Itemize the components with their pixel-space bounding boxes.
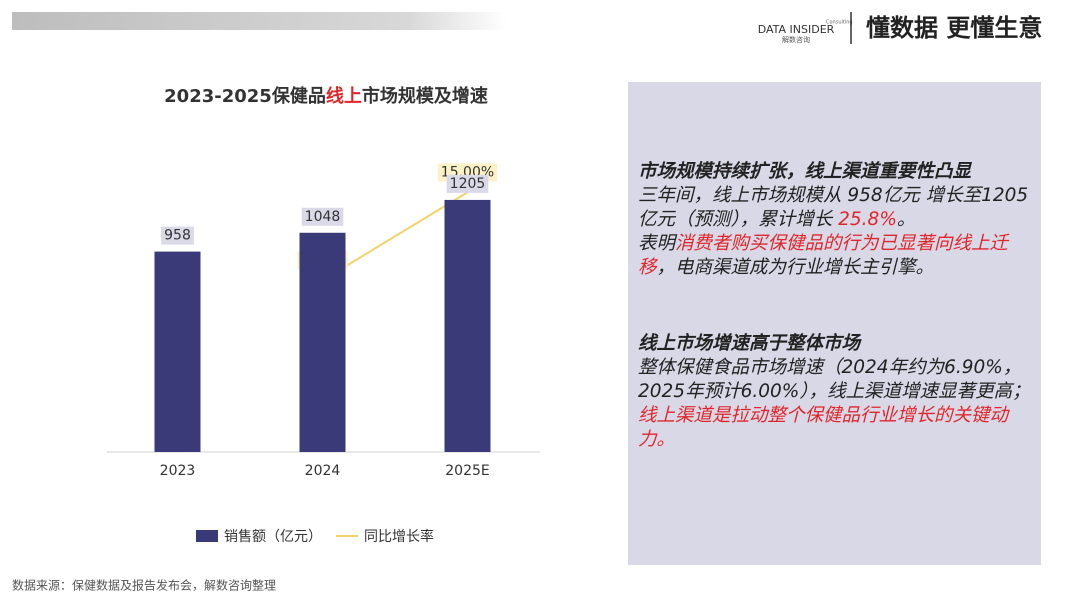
section-heading: 线上市场增速高于整体市场 (638, 333, 861, 354)
section-heading: 市场规模持续扩张，线上渠道重要性凸显 (638, 161, 972, 182)
x-tick-label: 2023 (160, 463, 196, 479)
logo-sub: Consulting (826, 20, 853, 26)
text-panel: 市场规模持续扩张，线上渠道重要性凸显 三年间，线上市场规模从 958亿元 增长至1… (628, 82, 1041, 565)
text-segment: 表明 (638, 233, 676, 254)
bar-value-label: 958 (164, 228, 191, 244)
bar-value-label: 1205 (450, 176, 486, 192)
x-tick-label: 2024 (305, 463, 341, 479)
paragraph: 整体保健食品市场增速（2024年约为6.90%，2025年预计6.00%），线上… (638, 356, 1033, 404)
paragraph: 表明消费者购买保健品的行为已显著向线上迁移，电商渠道成为行业增长主引擎。 (638, 232, 1033, 280)
bar (154, 251, 201, 452)
paragraph: 线上渠道是拉动整个保健品行业增长的关键动力。 (638, 404, 1033, 452)
text-segment: 线上渠道是拉动整个保健品行业增长的关键动力。 (638, 405, 1009, 450)
title-part: 线上 (326, 85, 362, 107)
bar (299, 232, 346, 452)
bar-value-label: 1048 (305, 209, 341, 225)
x-tick-label: 2025E (445, 463, 489, 479)
paragraph: 三年间，线上市场规模从 958亿元 增长至1205亿元（预测），累计增长 25.… (638, 184, 1033, 232)
slogan: 懂数据 更懂生意 (866, 14, 1042, 42)
text-segment: 整体保健食品市场增速（2024年约为6.90%，2025年预计6.00%），线上… (638, 357, 1031, 402)
label-box (446, 174, 489, 193)
chart-title: 2023-2025保健品线上市场规模及增速 (164, 85, 488, 107)
section: 市场规模持续扩张，线上渠道重要性凸显 三年间，线上市场规模从 958亿元 增长至1… (638, 160, 1033, 280)
text-segment: 消费者购买保健品的行为已显著向线上迁移 (638, 233, 1009, 278)
legend-swatch (196, 530, 218, 542)
label-box (161, 226, 194, 245)
text-segment: ，电商渠道成为行业增长主引擎。 (656, 257, 935, 278)
title-part: 市场规模及增速 (362, 85, 488, 107)
section: 线上市场增速高于整体市场整体保健食品市场增速（2024年约为6.90%，2025… (638, 332, 1033, 452)
logo-cn: 解数咨询 (782, 35, 810, 44)
text-segment: 三年间，线上市场规模从 958亿元 增长至1205亿元（预测），累计增长 (638, 185, 1029, 230)
text-segment: 。 (896, 209, 916, 230)
header-bar (12, 12, 507, 30)
legend-label: 销售额（亿元） (224, 529, 322, 545)
text-segment: 25.8% (838, 209, 897, 230)
logo: DATA INSIDER (758, 23, 835, 36)
title-part: 2023-2025保健品 (164, 85, 326, 107)
source: 数据来源：保健数据及报告发布会，解数咨询整理 (12, 578, 276, 593)
legend-label: 同比增长率 (364, 528, 434, 545)
label-box (301, 207, 344, 226)
bar (444, 199, 491, 452)
